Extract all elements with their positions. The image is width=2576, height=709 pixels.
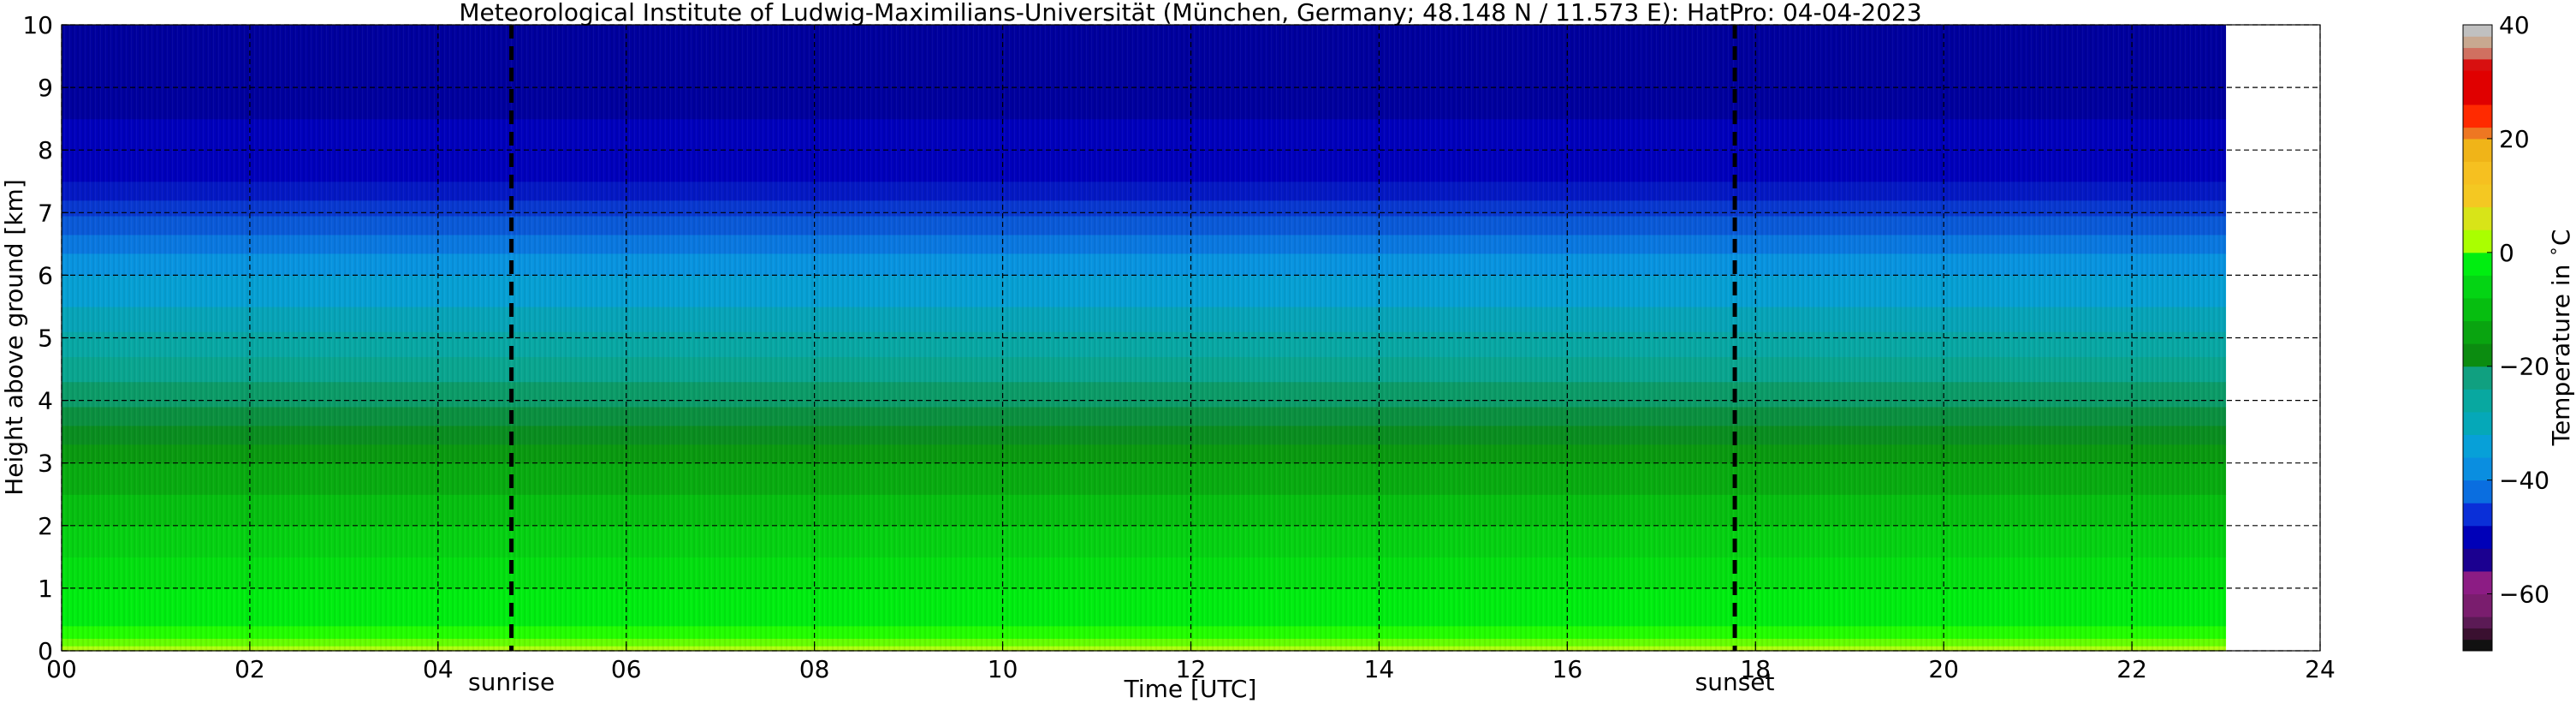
colorbar-segment: [2463, 58, 2492, 71]
colorbar-segment: [2463, 548, 2492, 572]
colorbar-segment: [2463, 104, 2492, 128]
colorbar-segment: [2463, 480, 2492, 503]
y-tick-label: 10: [22, 11, 53, 39]
annotations: sunrise sunset: [468, 25, 1775, 696]
y-axis: 0 1 2 3 4 5 6 7 8 9 10: [22, 11, 68, 665]
colorbar-segment: [2463, 275, 2492, 299]
y-tick-label: 3: [38, 450, 53, 478]
colorbar-segment: [2463, 593, 2492, 617]
x-tick-label: 06: [611, 655, 642, 683]
y-tick-label: 5: [38, 325, 53, 353]
colorbar-segment: [2463, 320, 2492, 344]
colorbar-tick-label: 0: [2499, 239, 2514, 267]
colorbar-segment: [2463, 127, 2492, 140]
colorbar-label: Temperature in ∘C: [2543, 229, 2575, 447]
colorbar-tick-label: 20: [2499, 125, 2530, 153]
colorbar-segment: [2463, 36, 2492, 49]
x-tick-label: 12: [1176, 655, 1207, 683]
colorbar-segment: [2463, 457, 2492, 481]
colorbar-segment: [2463, 503, 2492, 527]
annotation-label-sunrise: sunrise: [468, 668, 555, 696]
x-tick-label: 08: [799, 655, 830, 683]
x-axis-label: Time [UTC]: [1124, 675, 1257, 703]
colorbar-segment: [2463, 434, 2492, 458]
colorbar-tick-label: 40: [2499, 11, 2530, 39]
y-tick-label: 6: [38, 261, 53, 289]
colorbar-tick-label: −20: [2499, 353, 2549, 381]
colorbar-segment: [2463, 70, 2492, 105]
annotation-label-sunset: sunset: [1695, 668, 1775, 696]
x-axis: 00 02 04 06 08 10 12 14 16 18 20 22 24: [46, 644, 2336, 683]
colorbar-segment: [2463, 628, 2492, 640]
colorbar-segment: [2463, 47, 2492, 60]
colorbar-segment: [2463, 184, 2492, 208]
colorbar-segment: [2463, 343, 2492, 367]
y-tick-label: 7: [38, 199, 53, 227]
chart-title: Meteorological Institute of Ludwig-Maxim…: [459, 0, 1921, 27]
y-axis-label: Height above ground [km]: [0, 179, 28, 496]
y-tick-label: 4: [38, 387, 53, 415]
x-tick-label: 02: [234, 655, 265, 683]
colorbar-segment: [2463, 639, 2492, 652]
y-tick-label: 0: [38, 637, 53, 665]
colorbar-segment: [2463, 617, 2492, 629]
x-tick-label: 18: [1740, 655, 1771, 683]
x-tick-label: 04: [423, 655, 454, 683]
colorbar-segment: [2463, 25, 2492, 37]
x-tick-label: 10: [988, 655, 1018, 683]
colorbar-segment: [2463, 366, 2492, 390]
colorbar-segment: [2463, 206, 2492, 230]
colorbar-segment: [2463, 229, 2492, 253]
y-tick-label: 8: [38, 136, 53, 164]
x-tick-label: 24: [2305, 655, 2336, 683]
colorbar-segment: [2463, 297, 2492, 322]
y-tick-label: 1: [38, 575, 53, 603]
colorbar-segment: [2463, 138, 2492, 162]
x-tick-label: 14: [1364, 655, 1395, 683]
x-tick-label: 22: [2116, 655, 2147, 683]
x-tick-label: 16: [1552, 655, 1583, 683]
y-tick-label: 2: [38, 512, 53, 540]
colorbar-segment: [2463, 570, 2492, 595]
colorbar-tick-label: −60: [2499, 581, 2549, 609]
colorbar-segment: [2463, 252, 2492, 276]
y-tick-label: 9: [38, 74, 53, 102]
colorbar-tick-label: −40: [2499, 467, 2549, 495]
colorbar-segment: [2463, 411, 2492, 435]
colorbar: −60 −40 −20 0 20 40: [2462, 11, 2549, 652]
x-tick-label: 20: [1928, 655, 1959, 683]
colorbar-frame: [2462, 24, 2493, 652]
x-tick-label: 00: [46, 655, 77, 683]
colorbar-segment: [2463, 525, 2492, 549]
colorbar-segment: [2463, 389, 2492, 413]
colorbar-segment: [2463, 161, 2492, 185]
